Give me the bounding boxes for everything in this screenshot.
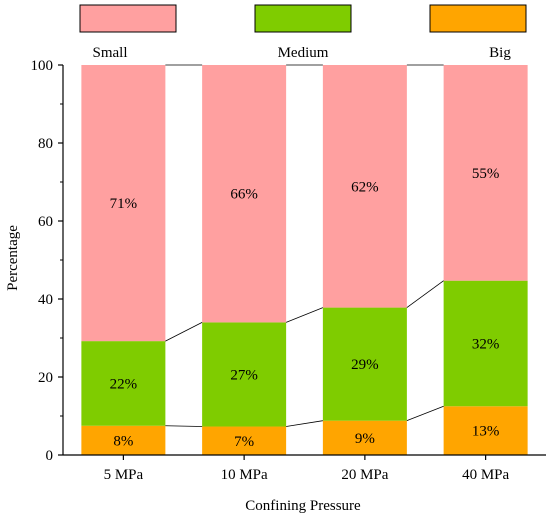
plot-area: 8% 22% 71% 7% 27% 66% 9% 29% 62% 13% 32% 55% xyxy=(81,64,528,455)
connector-line-medium-1 xyxy=(165,322,203,342)
data-label-medium-40-mpa: 32% xyxy=(472,336,500,352)
y-tick-label: 0 xyxy=(46,448,54,464)
x-tick-label-40-mpa: 40 MPa xyxy=(462,467,509,483)
bar-big-20-mpa xyxy=(322,420,407,455)
connector-line-big-3 xyxy=(406,405,444,422)
legend-swatch-medium xyxy=(254,4,352,33)
legend-label-medium: Medium xyxy=(278,45,329,61)
x-tick-label-10-mpa: 10 MPa xyxy=(221,467,268,483)
y-tick-label: 100 xyxy=(31,58,54,74)
bar-medium-5-mpa xyxy=(81,341,166,426)
legend-label-small: Small xyxy=(92,45,127,61)
legend-label-big: Big xyxy=(489,45,511,61)
connector-line-medium-2 xyxy=(285,307,324,323)
y-axis: 0 20 40 60 80 100 xyxy=(31,58,64,464)
data-label-medium-20-mpa: 29% xyxy=(351,357,379,373)
data-label-small-20-mpa: 62% xyxy=(351,179,379,195)
y-axis-label: Percentage xyxy=(5,225,21,291)
bar-small-10-mpa xyxy=(202,65,287,323)
data-label-small-10-mpa: 66% xyxy=(230,187,258,203)
data-label-medium-10-mpa: 27% xyxy=(230,367,258,383)
data-label-small-40-mpa: 55% xyxy=(472,166,500,182)
x-tick-label-20-mpa: 20 MPa xyxy=(341,467,388,483)
y-tick-label: 60 xyxy=(38,214,53,230)
y-tick-label: 80 xyxy=(38,136,53,152)
bar-big-40-mpa xyxy=(443,406,528,455)
legend-swatch-big xyxy=(429,4,527,33)
bar-big-10-mpa xyxy=(202,426,287,455)
x-axis: 5 MPa 10 MPa 20 MPa 40 MPa xyxy=(63,454,546,483)
x-tick-label-5-mpa: 5 MPa xyxy=(104,467,144,483)
y-tick-label: 40 xyxy=(38,292,53,308)
y-tick-label: 20 xyxy=(38,370,53,386)
connector-line-medium-3 xyxy=(406,280,444,308)
bar-big-5-mpa xyxy=(81,425,166,455)
bar-small-20-mpa xyxy=(322,65,407,308)
bar-small-5-mpa xyxy=(81,65,166,342)
data-label-medium-5-mpa: 22% xyxy=(110,376,138,392)
connector-line-big-2 xyxy=(286,420,323,427)
bar-small-40-mpa xyxy=(443,65,528,281)
bar-medium-10-mpa xyxy=(202,322,287,427)
x-axis-label: Confining Pressure xyxy=(245,498,361,514)
bar-medium-20-mpa xyxy=(322,307,407,421)
data-label-big-5-mpa: 8% xyxy=(113,433,133,449)
legend-swatch-small xyxy=(79,4,177,33)
data-label-big-10-mpa: 7% xyxy=(234,434,254,450)
legend: Small Medium Big xyxy=(79,4,527,61)
bar-medium-40-mpa xyxy=(443,280,528,407)
connector-line-big-1 xyxy=(165,425,203,427)
data-label-big-40-mpa: 13% xyxy=(472,424,500,440)
data-label-big-20-mpa: 9% xyxy=(355,431,375,447)
data-label-small-5-mpa: 71% xyxy=(110,196,138,212)
